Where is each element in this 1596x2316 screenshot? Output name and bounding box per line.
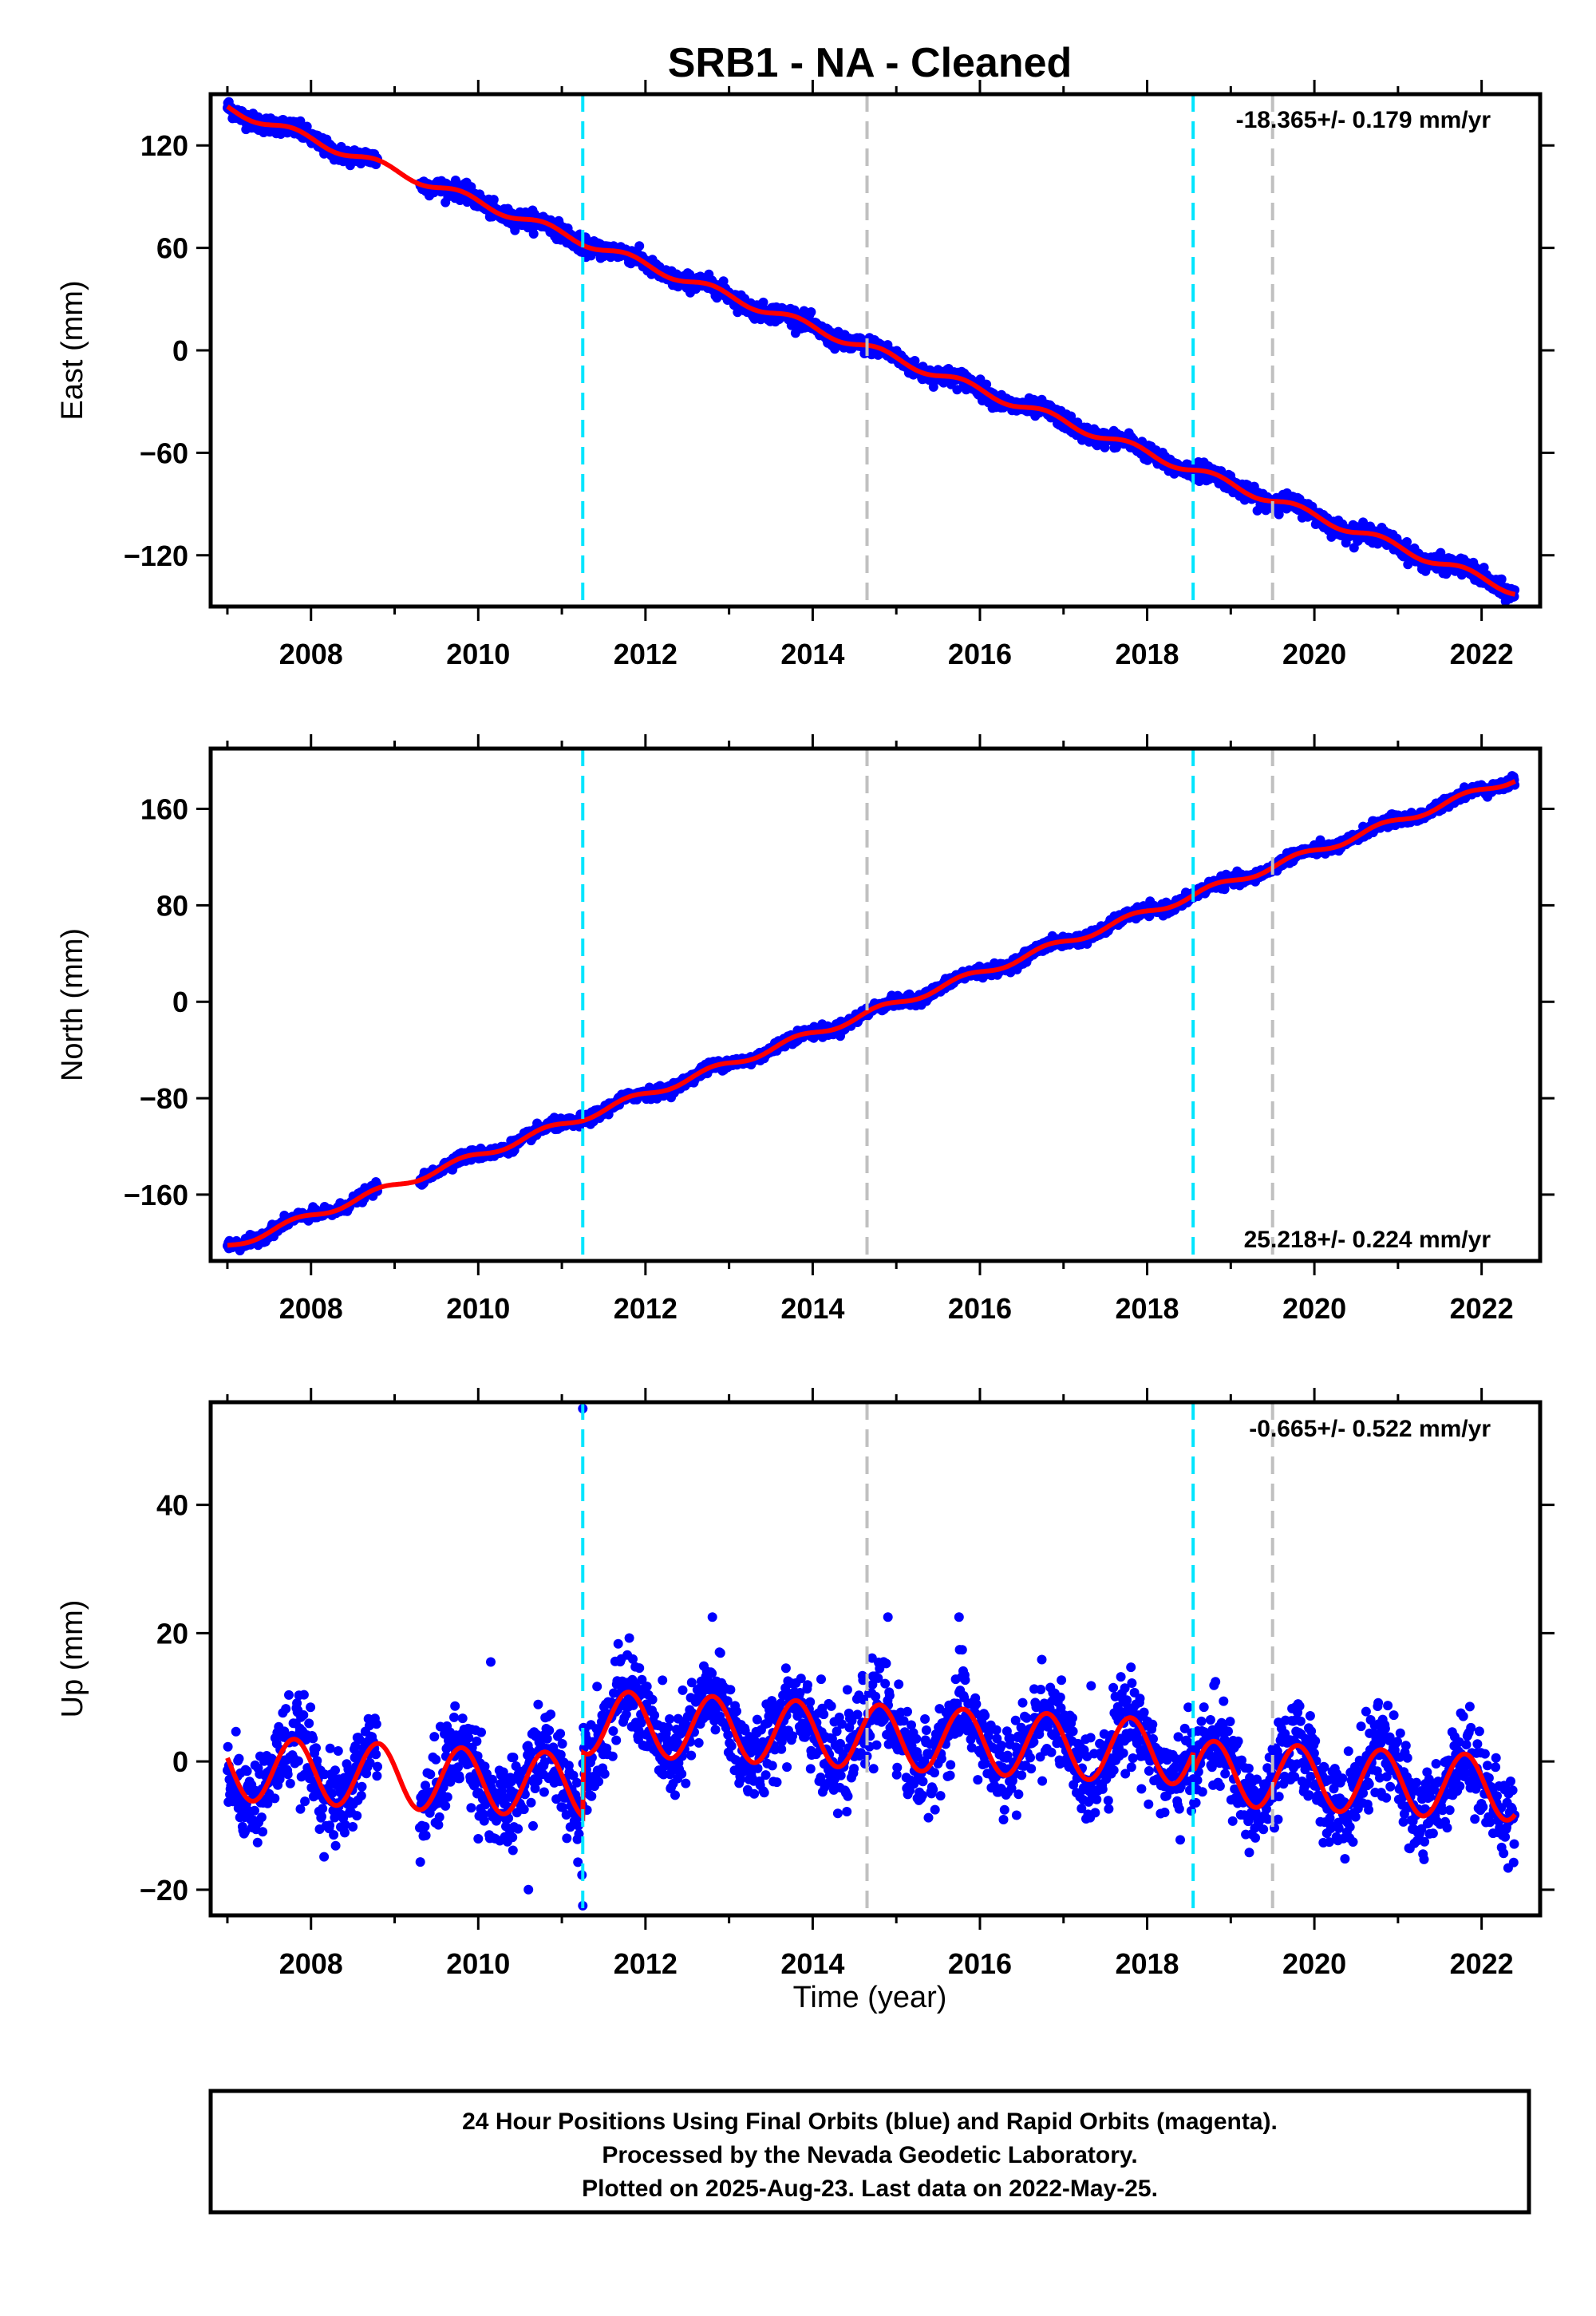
panels: 2008 2010 2012 2014 2016 2018 2020 2022 −120 −60 0… [56,80,1555,1980]
east-data-point [302,121,312,132]
east-x-tick-label: 2020 [1282,638,1346,670]
east-data-point [806,307,816,317]
east-y-tick-label: −120 [124,539,188,572]
east-data-points [223,97,1520,607]
east-x-tick-label: 2010 [446,638,510,670]
east-x-tick-label: 2008 [279,638,343,670]
east-data-point [952,385,962,395]
east-data-point [634,241,645,251]
east-x-tick-label: 2018 [1115,638,1179,670]
east-data-point [295,116,306,126]
east-x-tick-label: 2016 [948,638,1012,670]
east-y-tick-label: 120 [140,129,188,162]
panel-east: 2008 2010 2012 2014 2016 2018 2020 2022 −120 −60 0… [56,80,1555,670]
east-y-tick-label: −60 [140,437,188,469]
east-data-point [510,225,520,235]
east-plot-area [223,94,1520,607]
east-x-tick-label: 2014 [780,638,844,670]
east-y-tick-label: 0 [172,334,188,367]
east-y-axis-label: East (mm) [56,280,89,420]
east-x-tick-label: 2022 [1450,638,1514,670]
east-data-point [910,356,920,366]
east-data-point [1496,574,1507,584]
figure-title: SRB1 - NA - Cleaned [668,40,1073,86]
east-model-line [226,105,1516,597]
east-data-point [528,229,539,239]
east-data-point [1402,537,1412,547]
north-plot-area [223,749,1520,1261]
east-x-tick-label: 2012 [614,638,678,670]
east-y-tick-label: 60 [156,232,188,265]
east-rate-label: -18.365+/- 0.179 mm/yr [1236,107,1491,133]
east-data-point [488,195,499,205]
east-data-point [1479,563,1489,573]
panel-north: 2008 2010 2012 2014 2016 2018 2020 2022−160−800… [56,734,1555,1325]
